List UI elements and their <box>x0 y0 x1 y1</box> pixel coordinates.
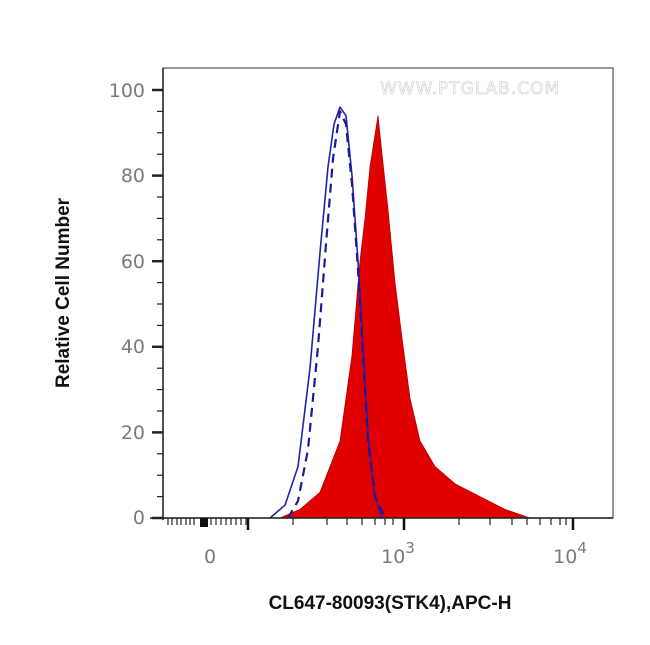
x-axis-labels: 0 103 104 <box>204 539 587 568</box>
y-tick-label: 80 <box>121 165 145 187</box>
x-axis-title: CL647-80093(STK4),APC-H <box>269 593 512 614</box>
x-tick-label-1e3: 103 <box>381 539 415 568</box>
x-axis-ticks <box>167 518 575 530</box>
y-tick-label: 20 <box>121 422 145 444</box>
y-tick-label: 40 <box>121 336 145 358</box>
x-tick-label-zero: 0 <box>204 546 216 568</box>
y-axis-title: Relative Cell Number <box>53 197 74 388</box>
x-zero-tick-cluster <box>200 518 208 527</box>
y-tick-label: 100 <box>109 80 145 102</box>
y-tick-label: 0 <box>133 507 145 529</box>
y-axis-labels: 0 20 40 60 80 100 <box>109 80 145 529</box>
watermark-text: WWW.PTGLAB.COM <box>380 79 560 99</box>
y-tick-label: 60 <box>121 251 145 273</box>
y-axis-ticks <box>152 88 163 520</box>
histogram-filled-series <box>279 115 531 519</box>
x-tick-label-1e4: 104 <box>553 539 587 568</box>
series-layer <box>269 106 531 519</box>
